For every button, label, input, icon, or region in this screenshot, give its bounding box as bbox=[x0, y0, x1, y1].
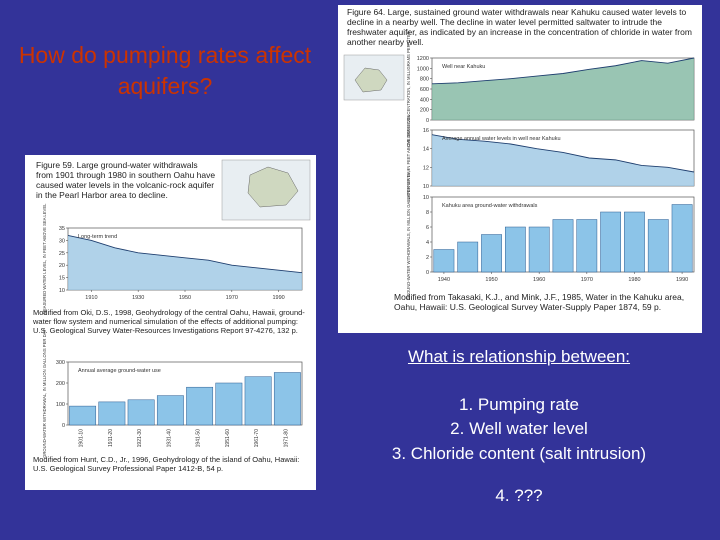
y-tick-label: 300 bbox=[56, 360, 65, 366]
chart-note: Long-term trend bbox=[78, 234, 117, 240]
x-tick-label: 1980 bbox=[628, 277, 640, 283]
bar bbox=[671, 204, 693, 273]
y-tick-label: 20 bbox=[59, 263, 65, 269]
x-tick-label: 1951-60 bbox=[225, 429, 231, 448]
y-tick-label: 8 bbox=[426, 210, 429, 216]
bar bbox=[647, 219, 669, 273]
bar bbox=[98, 401, 126, 426]
y-tick-label: 600 bbox=[420, 87, 429, 93]
bar bbox=[481, 234, 502, 273]
x-tick-label: 1990 bbox=[272, 295, 284, 301]
y-tick-label: 15 bbox=[59, 276, 65, 282]
bar bbox=[215, 382, 243, 426]
y-axis-label: GROUND-WATER WITHDRAWALS, IN MILLION GAL… bbox=[406, 169, 411, 301]
x-tick-label: 1940 bbox=[438, 277, 450, 283]
bar bbox=[273, 372, 301, 426]
y-tick-label: 10 bbox=[423, 195, 429, 201]
y-axis-label: GROUND-WATER WITHDRAWAL, IN MILLION GALL… bbox=[42, 329, 47, 458]
bar bbox=[528, 226, 550, 273]
chart-note: Kahuku area ground-water withdrawals bbox=[442, 203, 538, 209]
y-tick-label: 12 bbox=[423, 165, 429, 171]
area-fill bbox=[432, 134, 694, 186]
y-tick-label: 400 bbox=[420, 97, 429, 103]
x-tick-label: 1971-80 bbox=[283, 429, 289, 448]
y-tick-label: 1200 bbox=[417, 56, 429, 62]
x-tick-label: 1961-70 bbox=[254, 429, 260, 448]
question: What is relationship between: bbox=[407, 347, 631, 366]
slide-title: How do pumping rates affect aquifers? bbox=[18, 42, 312, 99]
x-tick-label: 1960 bbox=[533, 277, 545, 283]
y-axis-label: CHLORIDE CONCENTRATION, IN MILLIGRAMS PE… bbox=[406, 31, 411, 146]
island-shape bbox=[247, 166, 299, 208]
y-tick-label: 16 bbox=[423, 128, 429, 134]
y-tick-label: 4 bbox=[426, 240, 429, 246]
bar bbox=[186, 386, 214, 426]
figure-caption: Figure 64. Large, sustained ground water… bbox=[347, 7, 692, 47]
list-item: 4. ??? bbox=[495, 486, 543, 505]
y-tick-label: 30 bbox=[59, 238, 65, 244]
x-tick-label: 1921-30 bbox=[137, 429, 143, 448]
x-tick-label: 1911-20 bbox=[108, 429, 114, 447]
bar bbox=[244, 376, 272, 426]
x-tick-label: 1910 bbox=[85, 295, 97, 301]
x-tick-label: 1941-50 bbox=[196, 429, 202, 448]
data-line bbox=[431, 134, 695, 173]
y-tick-label: 14 bbox=[423, 147, 429, 153]
y-tick-label: 10 bbox=[423, 184, 429, 190]
data-line bbox=[67, 234, 303, 274]
data-line bbox=[431, 57, 695, 85]
x-tick-label: 1931-40 bbox=[166, 429, 172, 448]
bar bbox=[127, 399, 155, 426]
y-tick-label: 0 bbox=[426, 270, 429, 276]
y-tick-label: 100 bbox=[56, 402, 65, 408]
y-tick-label: 6 bbox=[426, 225, 429, 231]
y-tick-label: 0 bbox=[62, 423, 65, 429]
y-tick-label: 800 bbox=[420, 77, 429, 83]
area-fill bbox=[68, 235, 302, 290]
y-tick-label: 200 bbox=[420, 108, 429, 114]
y-axis-label: MEASURED WATER LEVEL, IN FEET ABOVE SEA … bbox=[42, 203, 47, 315]
chart-note: Annual average ground-water use bbox=[78, 368, 161, 374]
bar bbox=[624, 211, 645, 273]
island-shape bbox=[354, 67, 388, 93]
bar bbox=[156, 395, 184, 426]
bar bbox=[600, 211, 622, 273]
y-tick-label: 1000 bbox=[417, 66, 429, 72]
bar bbox=[576, 219, 598, 273]
bar bbox=[69, 405, 97, 426]
list-item: 2. Well water level bbox=[450, 419, 588, 438]
y-tick-label: 0 bbox=[426, 118, 429, 124]
bar bbox=[552, 219, 574, 273]
list-item: 3. Chloride content (salt intrusion) bbox=[391, 444, 647, 463]
y-tick-label: 10 bbox=[59, 288, 65, 294]
y-tick-label: 25 bbox=[59, 251, 65, 257]
y-axis-label: WATER LEVEL, IN FEET ABOVE SEA LEVEL bbox=[406, 114, 411, 201]
y-tick-label: 35 bbox=[59, 226, 65, 232]
figure-credit: Modified from Hunt, C.D., Jr., 1996, Geo… bbox=[33, 455, 300, 473]
bar bbox=[457, 241, 479, 273]
x-tick-label: 1950 bbox=[485, 277, 497, 283]
figure-caption: Figure 59. Large ground-water withdrawal… bbox=[36, 160, 216, 200]
figure-credit: Modified from Oki, D.S., 1998, Geohydrol… bbox=[33, 308, 305, 335]
area-fill bbox=[432, 58, 694, 120]
x-tick-label: 1930 bbox=[132, 295, 144, 301]
bar bbox=[433, 249, 455, 273]
figure-credit: Modified from Takasaki, K.J., and Mink, … bbox=[394, 292, 685, 312]
list-item: 1. Pumping rate bbox=[458, 395, 579, 414]
x-tick-label: 1901-10 bbox=[79, 429, 85, 448]
y-tick-label: 200 bbox=[56, 381, 65, 387]
chart-note: Well near Kahuku bbox=[442, 64, 485, 70]
x-tick-label: 1990 bbox=[676, 277, 688, 283]
bar bbox=[504, 226, 526, 273]
x-tick-label: 1970 bbox=[581, 277, 593, 283]
x-tick-label: 1950 bbox=[179, 295, 191, 301]
y-tick-label: 2 bbox=[426, 255, 429, 261]
x-tick-label: 1970 bbox=[226, 295, 238, 301]
chart-note: Average annual water levels in well near… bbox=[442, 136, 561, 142]
